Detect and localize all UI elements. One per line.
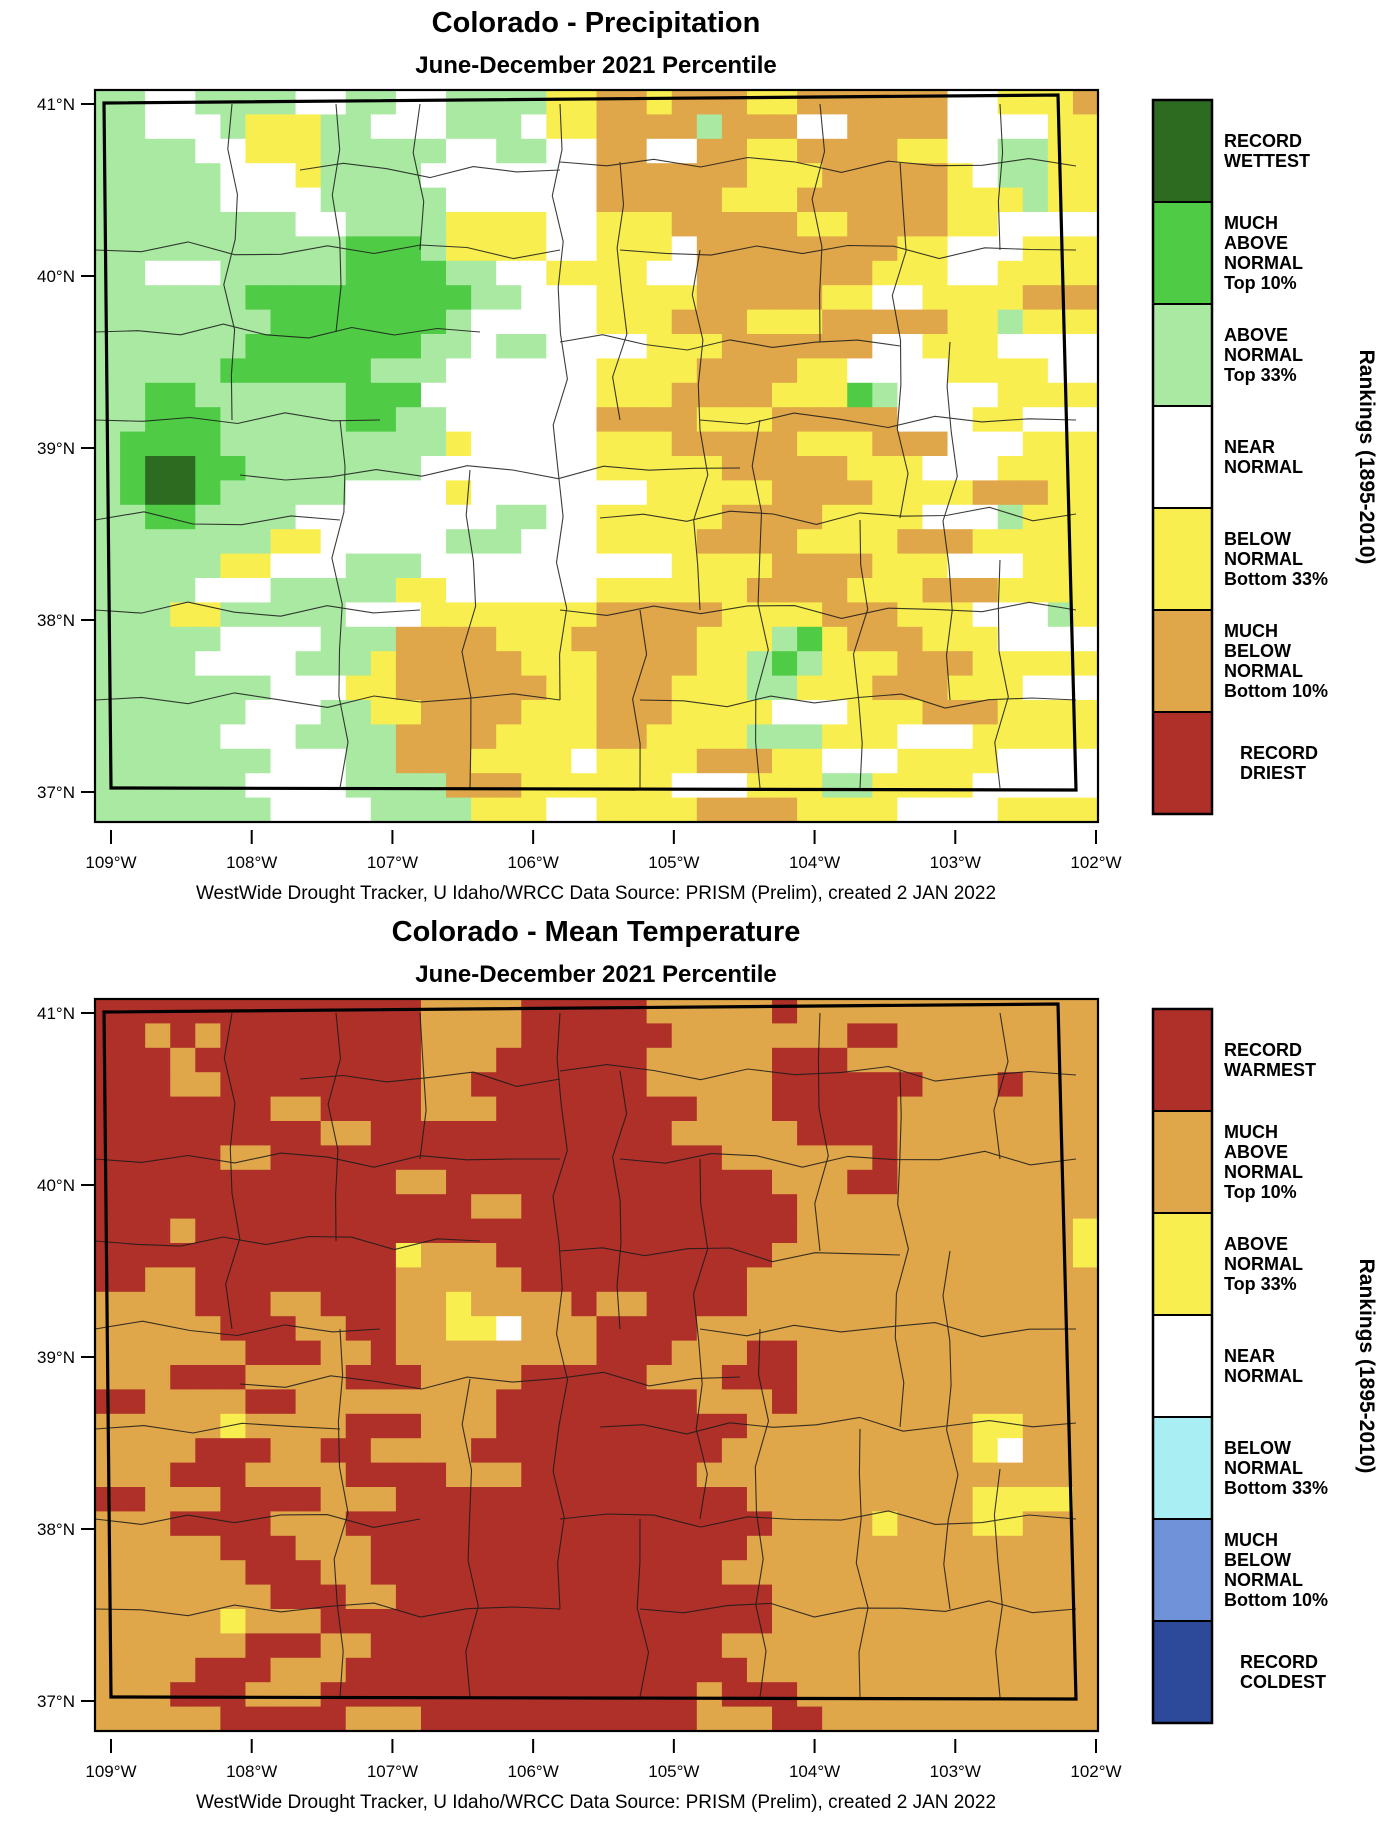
longitude-axis: 109°W 108°W 107°W 106°W 105°W 104°W 103°W 102°W xyxy=(85,1739,1122,1781)
state-border xyxy=(102,1002,1078,1701)
legend-colorbar: RECORD WARMEST MUCH ABOVE NORMAL Top 10% ABOVE… xyxy=(1151,1007,1328,1725)
lat-tick-label: 41°N xyxy=(37,95,75,114)
legend-swatch xyxy=(1152,303,1213,407)
panel-caption: WestWide Drought Tracker, U Idaho/WRCC D… xyxy=(196,1792,996,1813)
legend-item-label: RECORD WETTEST xyxy=(1224,131,1310,171)
lon-tick-label: 104°W xyxy=(789,1762,840,1781)
plot-frame xyxy=(93,997,1100,1733)
county-lines xyxy=(94,103,1077,789)
lat-tick-label: 39°N xyxy=(37,1348,75,1367)
lon-tick-label: 102°W xyxy=(1070,853,1121,872)
legend-axis-label: Rankings (1895-2010) xyxy=(1355,1259,1378,1474)
precipitation-panel: Colorado - Precipitation June-December 2… xyxy=(0,0,1382,909)
legend-item-label: ABOVE NORMAL Top 33% xyxy=(1224,325,1303,385)
legend-swatch xyxy=(1152,1620,1213,1724)
lon-tick-label: 106°W xyxy=(508,853,559,872)
legend-item-label: BELOW NORMAL Bottom 33% xyxy=(1224,529,1328,589)
lon-tick-label: 102°W xyxy=(1070,1762,1121,1781)
legend-swatch xyxy=(1152,1212,1213,1316)
legend-item-label: NEAR NORMAL xyxy=(1224,1346,1303,1386)
lon-tick-label: 108°W xyxy=(226,853,277,872)
legend-swatch xyxy=(1152,1008,1213,1112)
lat-tick-label: 39°N xyxy=(37,439,75,458)
precipitation-map-svg: Colorado - Precipitation June-December 2… xyxy=(37,7,1378,904)
legend-swatch xyxy=(1152,99,1213,203)
state-border xyxy=(102,93,1078,792)
panel-title: Colorado - Mean Temperature xyxy=(392,916,801,948)
raster-grid xyxy=(95,999,1099,1732)
map-plot: 41°N 40°N 39°N 38°N 37°N 109°W 108°W 107°W 106°W… xyxy=(37,88,1328,872)
latitude-axis: 41°N 40°N 39°N 38°N 37°N xyxy=(37,95,95,802)
lat-tick-label: 38°N xyxy=(37,611,75,630)
raster-grid xyxy=(95,90,1099,823)
legend-axis-label: Rankings (1895-2010) xyxy=(1355,350,1378,565)
temperature-map-svg: Colorado - Mean Temperature June-Decembe… xyxy=(37,916,1378,1813)
panel-subtitle: June-December 2021 Percentile xyxy=(415,961,777,988)
legend-swatch xyxy=(1152,1314,1213,1418)
legend-swatch xyxy=(1152,201,1213,305)
lat-tick-label: 37°N xyxy=(37,1692,75,1711)
legend-item-label: MUCH BELOW NORMAL Bottom 10% xyxy=(1224,1530,1328,1610)
lon-tick-label: 105°W xyxy=(648,853,699,872)
lon-tick-label: 103°W xyxy=(930,1762,981,1781)
legend-swatch xyxy=(1152,507,1213,611)
county-lines xyxy=(94,1012,1077,1698)
legend-item-label: NEAR NORMAL xyxy=(1224,437,1303,477)
legend-swatch xyxy=(1152,1110,1213,1214)
lat-tick-label: 40°N xyxy=(37,1176,75,1195)
legend-swatch xyxy=(1152,711,1213,815)
legend-swatch xyxy=(1152,1518,1213,1622)
legend-item-label: MUCH ABOVE NORMAL Top 10% xyxy=(1224,1122,1303,1202)
panel-caption: WestWide Drought Tracker, U Idaho/WRCC D… xyxy=(196,883,996,904)
lat-tick-label: 41°N xyxy=(37,1004,75,1023)
lon-tick-label: 108°W xyxy=(226,1762,277,1781)
lon-tick-label: 107°W xyxy=(367,1762,418,1781)
panel-subtitle: June-December 2021 Percentile xyxy=(415,52,777,79)
lat-tick-label: 37°N xyxy=(37,783,75,802)
latitude-axis: 41°N 40°N 39°N 38°N 37°N xyxy=(37,1004,95,1711)
legend-item-label: RECORD DRIEST xyxy=(1240,743,1318,783)
temperature-panel: Colorado - Mean Temperature June-Decembe… xyxy=(0,909,1382,1818)
legend-item-label: BELOW NORMAL Bottom 33% xyxy=(1224,1438,1328,1498)
legend-swatch xyxy=(1152,609,1213,713)
legend-item-label: MUCH ABOVE NORMAL Top 10% xyxy=(1224,213,1303,293)
map-plot: 41°N 40°N 39°N 38°N 37°N 109°W 108°W 107°W 106°W… xyxy=(37,997,1328,1781)
lon-tick-label: 103°W xyxy=(930,853,981,872)
lon-tick-label: 104°W xyxy=(789,853,840,872)
legend-colorbar: RECORD WETTEST MUCH ABOVE NORMAL Top 10% ABOVE… xyxy=(1151,98,1328,816)
legend-swatch xyxy=(1152,405,1213,509)
plot-frame xyxy=(93,88,1100,824)
longitude-axis: 109°W 108°W 107°W 106°W 105°W 104°W 103°W 102°W xyxy=(85,830,1122,872)
lat-tick-label: 40°N xyxy=(37,267,75,286)
lon-tick-label: 109°W xyxy=(85,853,136,872)
legend-item-label: MUCH BELOW NORMAL Bottom 10% xyxy=(1224,621,1328,701)
legend-item-label: RECORD WARMEST xyxy=(1224,1040,1316,1080)
legend-swatch xyxy=(1152,1416,1213,1520)
lon-tick-label: 105°W xyxy=(648,1762,699,1781)
panel-title: Colorado - Precipitation xyxy=(432,7,761,39)
legend-item-label: RECORD COLDEST xyxy=(1240,1652,1326,1692)
lon-tick-label: 109°W xyxy=(85,1762,136,1781)
lon-tick-label: 107°W xyxy=(367,853,418,872)
legend-item-label: ABOVE NORMAL Top 33% xyxy=(1224,1234,1303,1294)
lon-tick-label: 106°W xyxy=(508,1762,559,1781)
lat-tick-label: 38°N xyxy=(37,1520,75,1539)
